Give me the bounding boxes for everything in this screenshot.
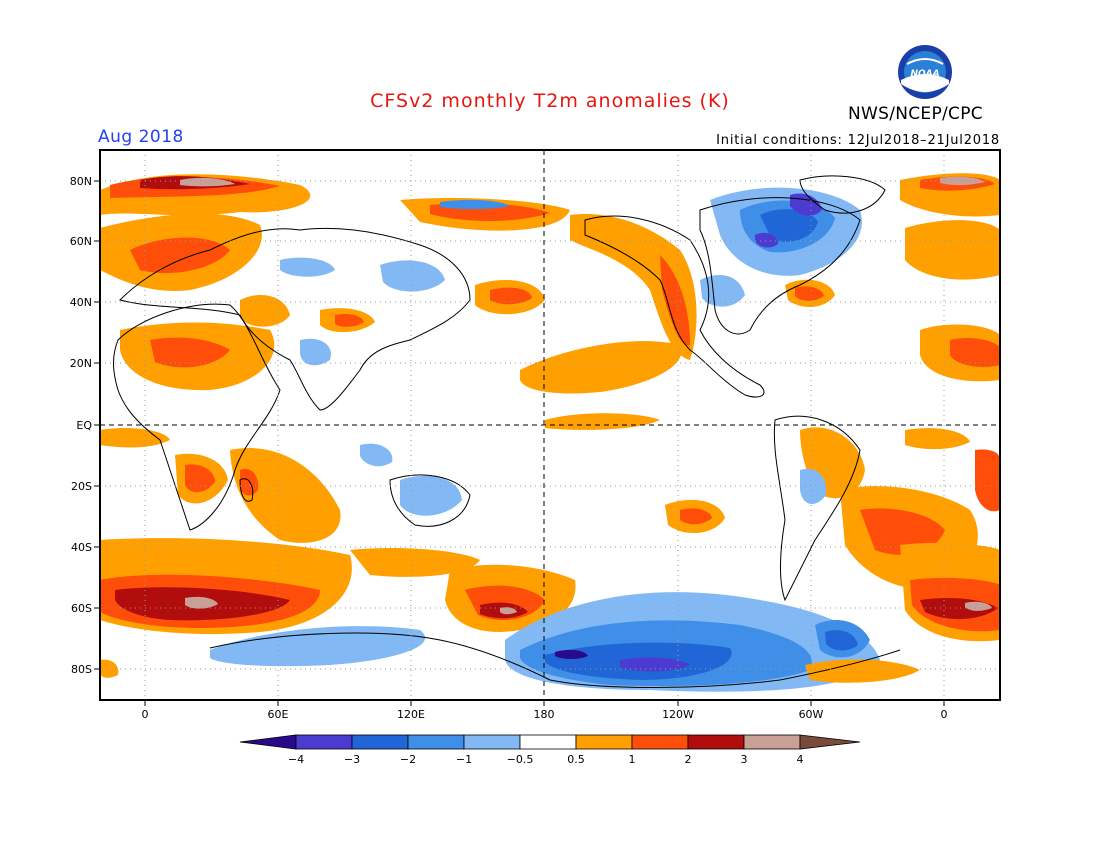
- lon-label: 120W: [662, 708, 694, 721]
- colorbar-label: 3: [741, 753, 748, 766]
- colorbar-bin: [519, 734, 577, 750]
- colorbar-label: 0.5: [567, 753, 585, 766]
- colorbar-label: −2: [400, 753, 416, 766]
- lat-label: 40S: [71, 541, 92, 554]
- colorbar-bin: [295, 734, 353, 750]
- lon-label: 180: [534, 708, 555, 721]
- colorbar-label: −4: [288, 753, 304, 766]
- noaa-logo-text: NOAA: [910, 69, 939, 79]
- colorbar-low-arrow: [239, 734, 297, 750]
- colorbar-label: 4: [797, 753, 804, 766]
- noaa-logo: NOAA: [897, 44, 953, 100]
- colorbar-bin: [407, 734, 465, 750]
- agency-label: NWS/NCEP/CPC: [848, 104, 983, 124]
- lat-label: 60S: [71, 602, 92, 615]
- lat-label: 20N: [70, 357, 92, 370]
- forecast-month: Aug 2018: [98, 127, 184, 147]
- colorbar-label: −0.5: [507, 753, 534, 766]
- colorbar-high-arrow: [799, 734, 861, 750]
- colorbar-bin: [575, 734, 633, 750]
- colorbar-label: 1: [629, 753, 636, 766]
- colorbar-label: −1: [456, 753, 472, 766]
- lat-label: 40N: [70, 296, 92, 309]
- lon-label: 60E: [268, 708, 289, 721]
- colorbar-bin: [463, 734, 521, 750]
- colorbar-bin: [687, 734, 745, 750]
- map-title: CFSv2 monthly T2m anomalies (K): [370, 90, 730, 112]
- lat-label: 20S: [71, 480, 92, 493]
- lat-label: 80S: [71, 663, 92, 676]
- anomaly-field: [100, 173, 1000, 692]
- lat-label: EQ: [76, 419, 92, 432]
- initial-conditions: Initial conditions: 12Jul2018–21Jul2018: [716, 133, 1000, 148]
- colorbar-bin: [631, 734, 689, 750]
- lon-label: 120E: [397, 708, 425, 721]
- axis-ticks: [94, 180, 945, 706]
- colorbar-label: 2: [685, 753, 692, 766]
- lon-label: 60W: [799, 708, 824, 721]
- colorbar-bin: [351, 734, 409, 750]
- latitude-labels: 80N 60N 40N 20N EQ 20S 40S 60S 80S: [70, 175, 93, 676]
- colorbar-label: −3: [344, 753, 360, 766]
- longitude-labels: 0 60E 120E 180 120W 60W 0: [142, 708, 948, 721]
- lat-label: 80N: [70, 175, 92, 188]
- lon-label: 0: [941, 708, 948, 721]
- coastlines: [113, 175, 901, 688]
- lon-label: 0: [142, 708, 149, 721]
- lat-label: 60N: [70, 235, 92, 248]
- colorbar-bin: [743, 734, 801, 750]
- colorbar: −4 −3 −2 −1 −0.5 0.5 1 2 3 4: [239, 734, 861, 766]
- reference-lines: [100, 150, 1000, 700]
